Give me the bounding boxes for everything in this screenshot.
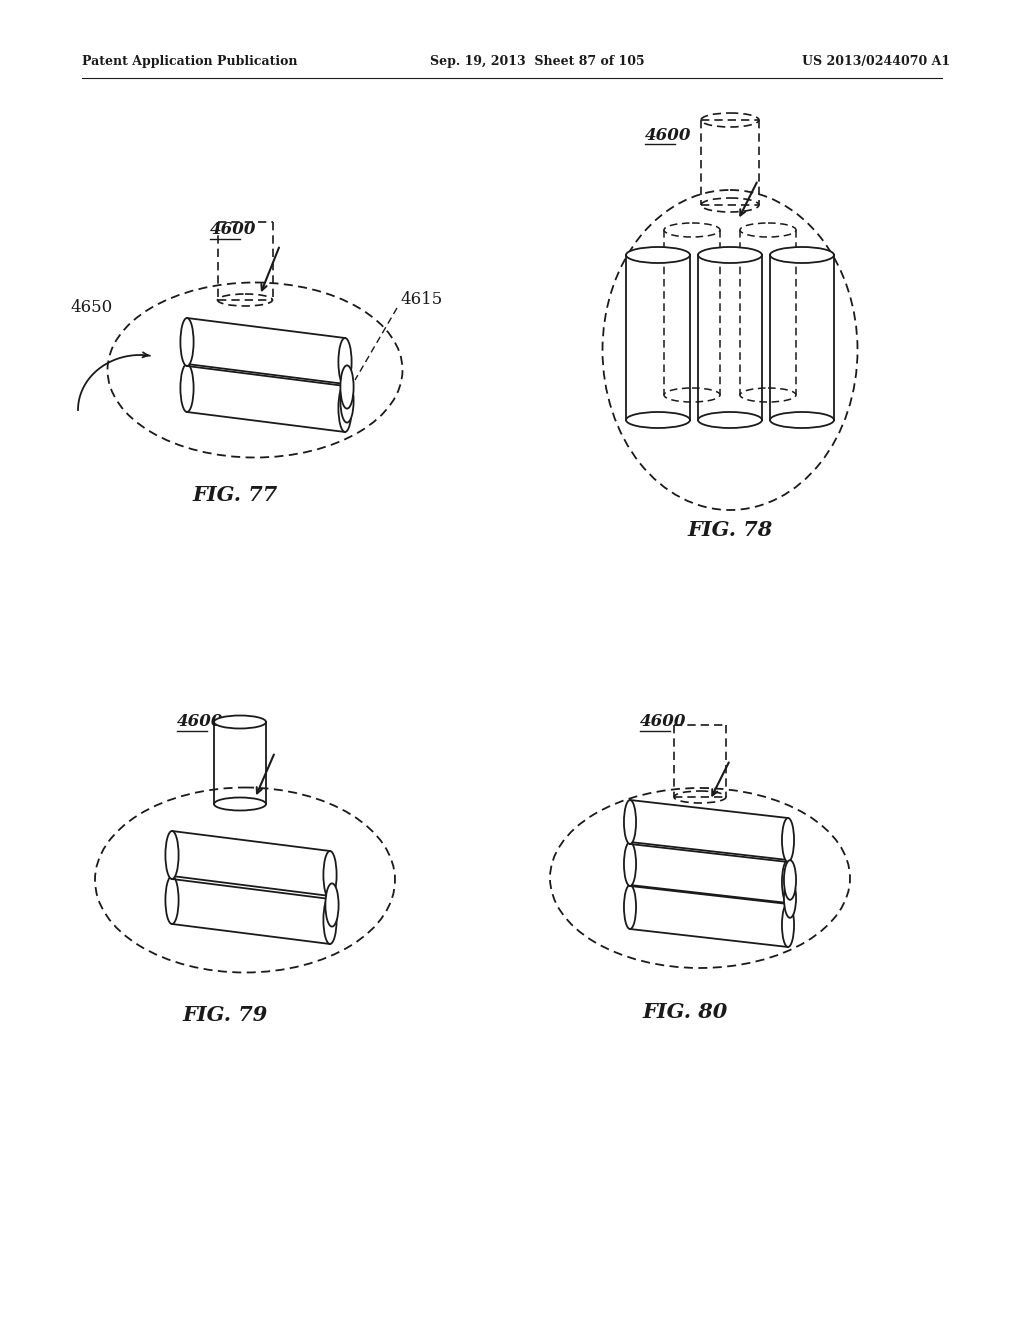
Text: FIG. 77: FIG. 77 bbox=[193, 484, 278, 506]
Ellipse shape bbox=[624, 884, 636, 929]
Ellipse shape bbox=[214, 715, 266, 729]
Ellipse shape bbox=[698, 412, 762, 428]
Ellipse shape bbox=[626, 247, 690, 263]
Text: FIG. 80: FIG. 80 bbox=[642, 1002, 728, 1022]
Ellipse shape bbox=[624, 800, 636, 843]
Ellipse shape bbox=[324, 851, 337, 899]
Ellipse shape bbox=[770, 247, 834, 263]
Ellipse shape bbox=[784, 861, 796, 900]
Ellipse shape bbox=[166, 832, 178, 879]
Text: 4650: 4650 bbox=[70, 300, 113, 317]
Ellipse shape bbox=[770, 412, 834, 428]
Text: FIG. 78: FIG. 78 bbox=[687, 520, 773, 540]
Ellipse shape bbox=[324, 896, 337, 944]
Ellipse shape bbox=[664, 223, 720, 238]
Ellipse shape bbox=[338, 384, 351, 432]
Text: FIG. 79: FIG. 79 bbox=[182, 1005, 267, 1026]
Ellipse shape bbox=[624, 842, 636, 886]
Ellipse shape bbox=[340, 379, 353, 422]
Ellipse shape bbox=[782, 903, 794, 946]
Ellipse shape bbox=[180, 318, 194, 366]
Text: 4600: 4600 bbox=[210, 222, 256, 239]
Ellipse shape bbox=[740, 223, 796, 238]
Ellipse shape bbox=[784, 878, 796, 917]
Ellipse shape bbox=[166, 876, 178, 924]
Ellipse shape bbox=[664, 388, 720, 403]
Ellipse shape bbox=[782, 818, 794, 862]
Text: 4615: 4615 bbox=[400, 292, 442, 309]
Text: 4600: 4600 bbox=[640, 714, 686, 730]
Ellipse shape bbox=[698, 247, 762, 263]
Ellipse shape bbox=[338, 338, 351, 385]
Ellipse shape bbox=[340, 366, 353, 409]
Ellipse shape bbox=[782, 861, 794, 904]
Ellipse shape bbox=[180, 364, 194, 412]
Text: 4600: 4600 bbox=[645, 127, 691, 144]
Text: 4600: 4600 bbox=[177, 714, 223, 730]
Text: Sep. 19, 2013  Sheet 87 of 105: Sep. 19, 2013 Sheet 87 of 105 bbox=[430, 55, 645, 69]
Ellipse shape bbox=[626, 412, 690, 428]
Text: Patent Application Publication: Patent Application Publication bbox=[82, 55, 298, 69]
Ellipse shape bbox=[740, 388, 796, 403]
Ellipse shape bbox=[326, 883, 339, 927]
Ellipse shape bbox=[214, 797, 266, 810]
Text: US 2013/0244070 A1: US 2013/0244070 A1 bbox=[802, 55, 950, 69]
